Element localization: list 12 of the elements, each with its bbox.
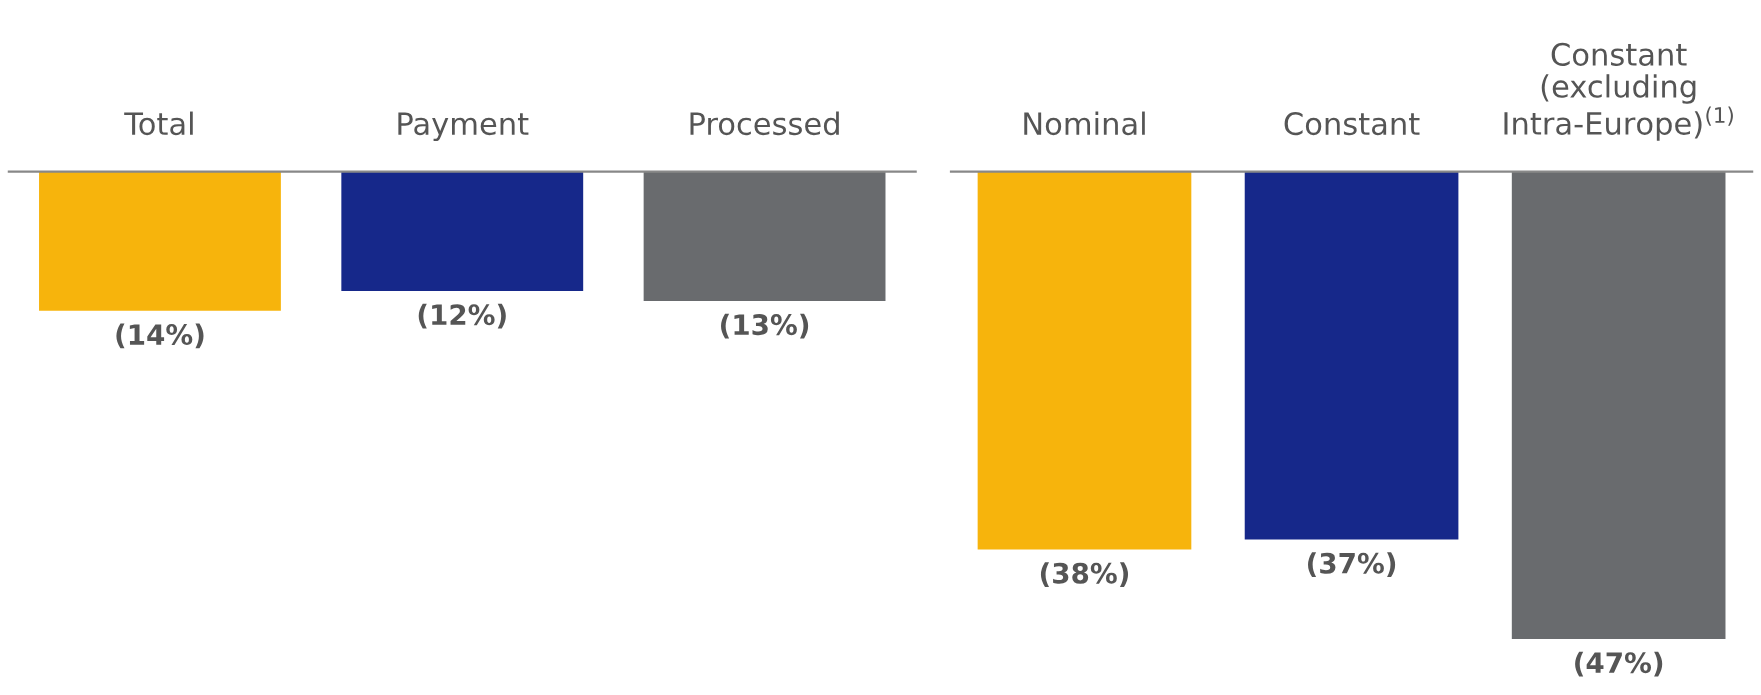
data-label: (37%) [1308,552,1396,578]
x-tick-label: Total [124,111,193,136]
data-label: (12%) [418,303,506,329]
x-tick-label: Constant (excluding Intra-Europe)$^{(1)}$ [1504,42,1733,141]
x-tick-label: Nominal [1024,111,1145,136]
data-label: (38%) [1040,562,1129,587]
data-label: (14%) [116,323,204,349]
x-tick-label: Constant [1284,112,1420,136]
x-tick-label: Payment [398,112,529,142]
data-label: (47%) [1575,651,1663,677]
data-label: (13%) [721,313,809,339]
x-tick-label: Processed [690,111,839,136]
